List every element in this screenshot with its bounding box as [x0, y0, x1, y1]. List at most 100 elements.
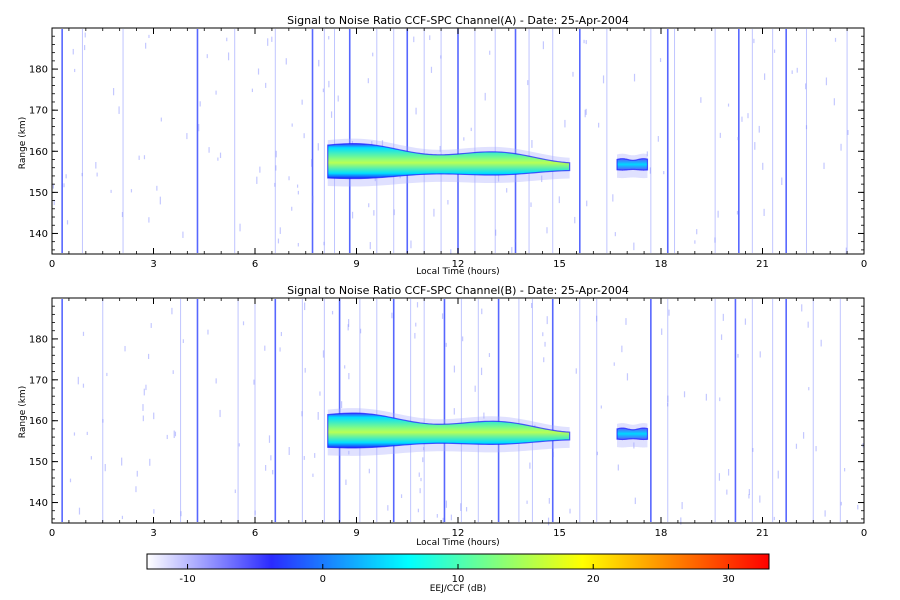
noise-speck: [242, 321, 245, 326]
noise-speck: [219, 152, 222, 159]
x-tick-label: 0: [861, 259, 867, 270]
noise-speck: [613, 362, 615, 366]
noise-speck: [462, 336, 464, 342]
noise-speck: [106, 372, 108, 377]
noise-speck: [506, 188, 508, 193]
noise-speck: [304, 302, 306, 311]
noise-speck: [130, 189, 133, 193]
noise-speck: [834, 37, 837, 42]
noise-speck: [414, 332, 416, 339]
noise-speck: [102, 419, 104, 423]
noise-speck: [441, 313, 444, 319]
noise-speck: [219, 409, 221, 418]
noise-speck: [136, 470, 138, 477]
noise-speck: [694, 240, 696, 244]
noise-speck: [546, 227, 548, 234]
noise-speck: [795, 443, 798, 449]
noise-speck: [351, 211, 354, 219]
noise-speck: [279, 347, 281, 352]
noise-speck: [422, 457, 424, 463]
panel-channel-a: Signal to Noise Ratio CCF-SPC Channel(A)…: [18, 14, 867, 277]
noise-speck: [529, 462, 531, 469]
noise-speck: [531, 140, 533, 148]
noise-speck: [720, 334, 723, 340]
noise-speck: [621, 345, 623, 353]
noise-speck: [840, 501, 842, 506]
noise-speck: [439, 145, 441, 152]
noise-speck: [633, 442, 635, 449]
noise-speck: [118, 106, 120, 114]
noise-speck: [602, 75, 605, 84]
y-tick-label: 170: [29, 375, 48, 386]
noise-speck: [234, 489, 236, 494]
noise-speck: [633, 73, 636, 82]
y-tick-label: 140: [29, 498, 48, 509]
noise-speck: [420, 477, 422, 482]
noise-speck: [142, 404, 144, 411]
noise-speck: [419, 488, 421, 494]
noise-speck: [753, 38, 755, 44]
noise-speck: [265, 82, 267, 88]
noise-speck: [143, 388, 145, 396]
noise-speck: [824, 510, 826, 517]
noise-speck: [759, 351, 761, 358]
noise-speck: [198, 124, 200, 132]
y-tick-label: 160: [29, 416, 48, 427]
noise-speck: [280, 331, 282, 337]
noise-speck: [312, 473, 314, 477]
noise-speck: [495, 229, 497, 236]
noise-speck: [429, 35, 431, 41]
heatmap-area: [61, 299, 864, 526]
noise-speck: [805, 83, 807, 90]
x-tick-label: 6: [252, 259, 258, 270]
noise-speck: [617, 464, 619, 471]
noise-speck: [583, 39, 585, 44]
noise-speck: [781, 177, 783, 186]
noise-speck: [714, 237, 716, 243]
noise-speck: [153, 412, 155, 420]
y-tick-label: 140: [29, 229, 48, 240]
colorbar-tick-label: -10: [179, 574, 195, 585]
y-tick-label: 150: [29, 188, 48, 199]
echo-region: [327, 412, 571, 449]
noise-speck: [596, 315, 598, 322]
noise-speck: [296, 184, 299, 188]
plot-frame: [51, 297, 865, 524]
noise-speck: [150, 323, 152, 328]
noise-speck: [497, 174, 500, 182]
noise-speck: [552, 451, 554, 458]
noise-speck: [344, 365, 346, 369]
noise-speck: [149, 458, 151, 466]
noise-speck: [450, 249, 452, 255]
noise-speck: [147, 353, 150, 360]
noise-speck: [668, 309, 670, 316]
noise-speck: [683, 391, 686, 398]
noise-speck: [847, 130, 849, 135]
noise-speck: [764, 73, 766, 80]
noise-speck: [381, 140, 384, 148]
noise-speck: [481, 308, 483, 315]
noise-speck: [239, 223, 241, 232]
noise-speck: [634, 497, 636, 505]
noise-speck: [303, 456, 305, 460]
noise-speck: [265, 465, 267, 471]
noise-speck: [415, 322, 417, 327]
noise-speck: [226, 37, 228, 42]
noise-speck: [802, 432, 805, 439]
noise-speck: [135, 486, 137, 493]
x-tick-label: 18: [655, 259, 668, 270]
noise-speck: [69, 478, 72, 483]
noise-speck: [166, 434, 168, 440]
noise-speck: [337, 95, 339, 102]
noise-speck: [596, 451, 598, 456]
axis-ticks: 0 3 6 9 12 15 18 21 0 140 150 160 170 180: [29, 297, 867, 539]
noise-speck: [328, 36, 330, 40]
noise-speck: [543, 357, 545, 363]
x-axis-label: Local Time (hours): [416, 538, 499, 548]
noise-speck: [514, 239, 516, 243]
noise-speck: [53, 199, 55, 206]
noise-speck: [291, 206, 293, 211]
noise-speck: [63, 183, 65, 188]
noise-speck: [279, 227, 281, 234]
noise-speck: [373, 210, 375, 216]
